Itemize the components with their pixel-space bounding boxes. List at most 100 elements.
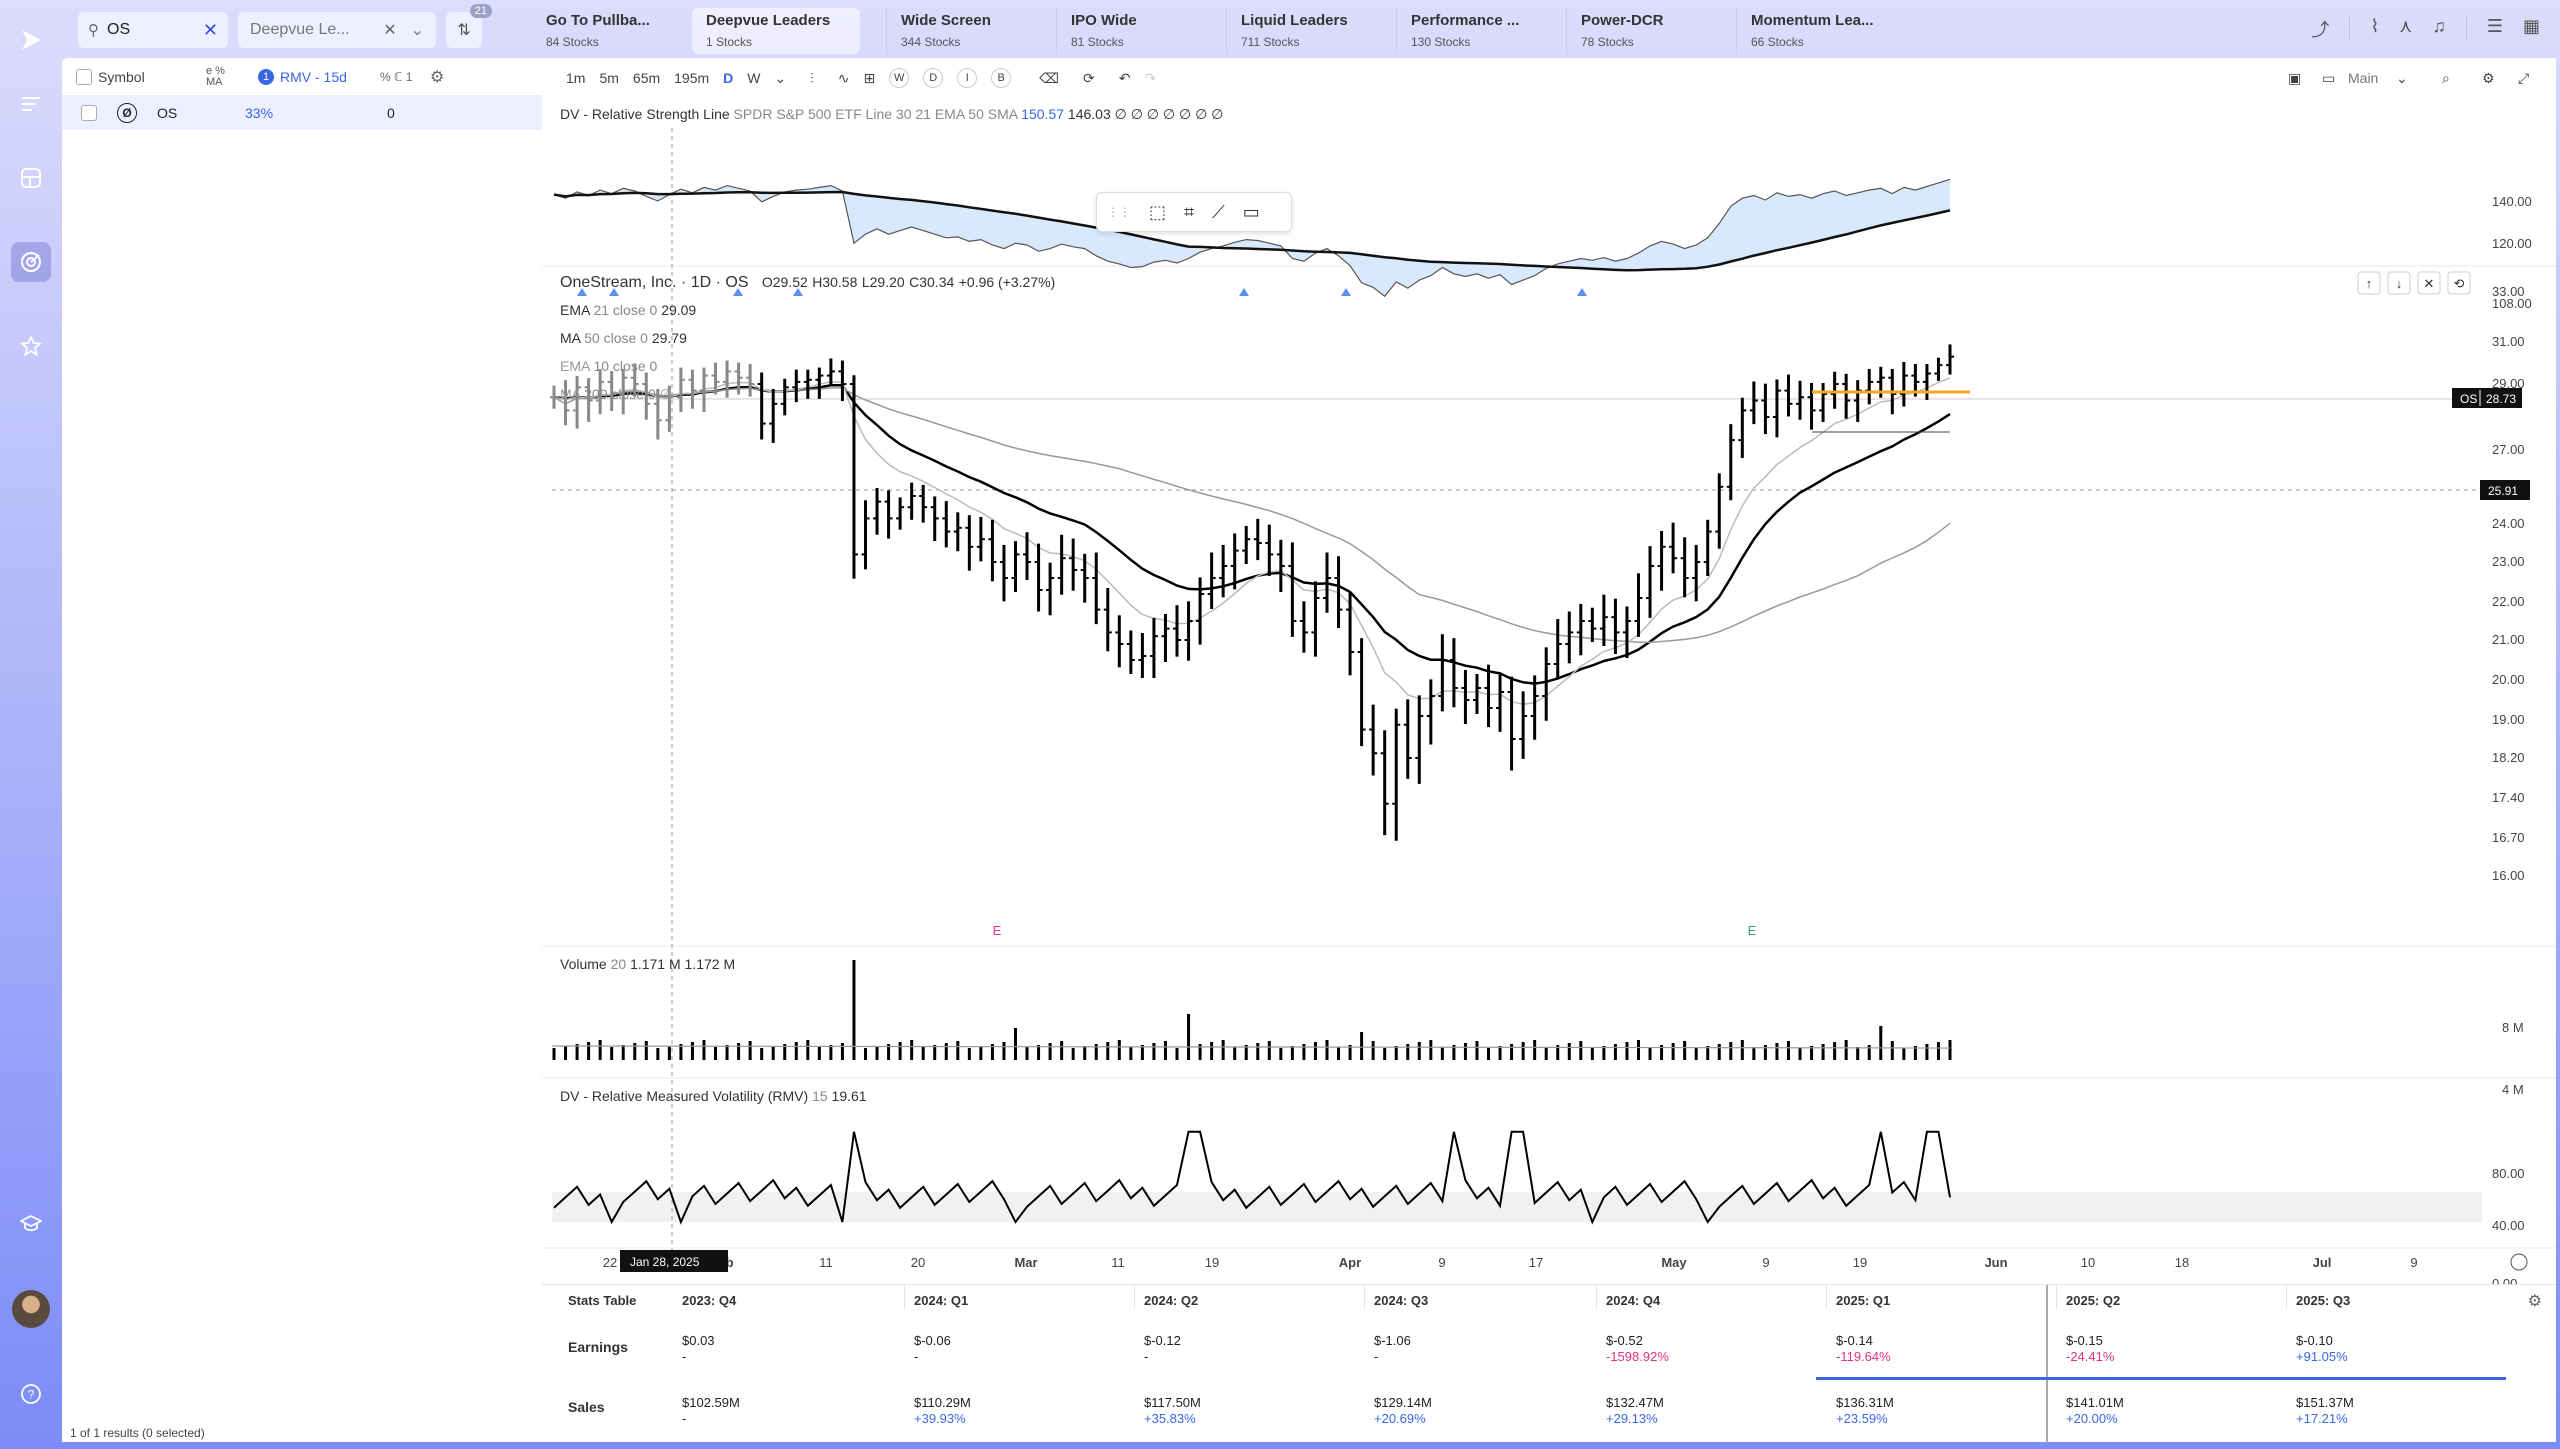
trendline-tool-icon[interactable]: ⟋ (1212, 201, 1225, 222)
comment-tool-icon[interactable]: ▭ (1242, 201, 1260, 222)
layout-name[interactable]: Main (2348, 70, 2379, 86)
rs-value-2: 146.03 (1067, 106, 1111, 122)
ma50-legend[interactable]: MA 50 close 0 29.79 (560, 330, 687, 346)
tf-195m[interactable]: 195m (674, 70, 710, 86)
chart-icon[interactable]: ⌇ (2370, 16, 2380, 36)
col-pct[interactable]: % ℂ 1 (380, 69, 413, 84)
lines-icon[interactable] (11, 84, 51, 124)
layout-icon[interactable]: ▣ (2288, 69, 2302, 86)
undo-icon[interactable]: ↶ (1118, 69, 1131, 86)
col-rmv[interactable]: RMV - 15d (280, 68, 347, 85)
tf-65m[interactable]: 65m (632, 70, 661, 86)
main-legend[interactable]: OneStream, Inc. · 1D · OS O29.52 H30.58 … (560, 274, 1055, 292)
refresh-icon[interactable]: ⟳ (1083, 69, 1095, 86)
watchlist-tab-count: 344 Stocks (901, 35, 961, 49)
filter-button[interactable]: ⇅ 21 (446, 4, 492, 48)
grid-view-icon[interactable]: ▦ (2522, 16, 2540, 36)
star-icon[interactable] (11, 326, 51, 366)
price-bar (1207, 552, 1216, 609)
zoom-icon[interactable]: ⌕ (2442, 69, 2450, 86)
share-icon[interactable]: ⤴ (2311, 20, 2330, 40)
tool-w[interactable]: W (889, 68, 910, 88)
time-axis-label: Jul (2313, 1255, 2332, 1270)
watchlist-tab[interactable]: Go To Pullba... 84 Stocks (532, 8, 700, 54)
sliders-icon: ⇅ (457, 22, 471, 39)
price-bar (1011, 541, 1020, 592)
col-symbol[interactable]: Symbol (98, 68, 145, 85)
quarter-header: 2025: Q2 (2066, 1293, 2121, 1308)
sales-value: $136.31M (1836, 1395, 1894, 1410)
settings-icon[interactable]: ⚙ (2482, 69, 2495, 86)
clear-search-icon[interactable]: ✕ (202, 19, 218, 40)
rectangle-tool-icon[interactable]: ⬚ (1149, 201, 1167, 222)
ema21-legend[interactable]: EMA 21 close 0 29.09 (560, 302, 696, 318)
row-checkbox[interactable] (81, 105, 97, 121)
radar-icon[interactable] (11, 242, 51, 282)
avatar[interactable] (12, 1290, 50, 1328)
symbol-search[interactable]: ⚲ OS ✕ (78, 12, 228, 48)
watchlist-tab[interactable]: Wide Screen 344 Stocks (886, 8, 1054, 54)
volume-legend[interactable]: Volume 20 1.171 M 1.172 M (560, 956, 735, 972)
ema10-legend[interactable]: EMA 10 close 0 (560, 358, 657, 374)
chart-canvas[interactable]: 33.0031.0029.0027.0025.0024.0023.0022.00… (542, 98, 2556, 1284)
split-icon[interactable]: ⋏ (2399, 16, 2413, 36)
graduation-icon[interactable] (11, 1204, 51, 1244)
search-input[interactable]: OS (107, 21, 131, 38)
clear-watchlist-icon[interactable]: ✕ (383, 22, 397, 39)
rs-legend[interactable]: DV - Relative Strength Line SPDR S&P 500… (560, 106, 1223, 123)
rs-new-high-marker (1341, 288, 1351, 296)
watchlist-tab-active[interactable]: Deepvue Leaders 1 Stocks (692, 8, 860, 54)
time-axis-label: 11 (1111, 1255, 1125, 1270)
watchlist-tab[interactable]: Liquid Leaders 711 Stocks (1226, 8, 1394, 54)
ma200-legend[interactable]: MA 200 close 0 ∅ (560, 386, 672, 403)
folder-icon[interactable]: ▭ (2322, 69, 2336, 86)
eraser-icon[interactable]: ⌫ (1039, 69, 1060, 86)
watchlist-tab[interactable]: Momentum Lea... 66 Stocks (1736, 8, 1904, 54)
column-divider (1364, 1285, 1365, 1309)
tf-weekly[interactable]: W (747, 70, 761, 86)
tool-d[interactable]: D (923, 68, 944, 88)
tool-b[interactable]: B (991, 68, 1012, 88)
watchlist-select[interactable]: Deepvue Le... ✕ ⌄ (238, 12, 436, 48)
rmv-legend[interactable]: DV - Relative Measured Volatility (RMV) … (560, 1088, 867, 1104)
price-axis-label: 16.00 (2492, 868, 2525, 883)
tool-i[interactable]: I (957, 68, 978, 88)
maximize-icon (2447, 271, 2471, 295)
price-bar (1657, 530, 1666, 591)
bell-icon[interactable]: ♫ (2432, 16, 2446, 36)
stats-settings-icon[interactable]: ⚙ (2527, 1293, 2542, 1310)
watchlist-tab[interactable]: Power-DCR 78 Stocks (1566, 8, 1734, 54)
chevron-down-icon[interactable]: ⌄ (410, 22, 424, 39)
watchlist-tab[interactable]: IPO Wide 81 Stocks (1056, 8, 1224, 54)
templates-icon[interactable]: ⊞ (863, 69, 876, 86)
select-all-checkbox[interactable] (76, 68, 92, 85)
col-ema[interactable]: e % MA (206, 64, 225, 88)
tf-1m[interactable]: 1m (566, 70, 586, 86)
price-bar (1334, 556, 1343, 628)
tf-daily[interactable]: D (723, 70, 734, 86)
chevron-down-icon[interactable]: ⌄ (774, 69, 787, 86)
list-view-icon[interactable]: ☰ (2486, 16, 2503, 36)
gear-icon[interactable]: ⚙ (430, 68, 445, 86)
help-icon[interactable]: ? (11, 1374, 51, 1414)
current-quarter-divider (2046, 1285, 2048, 1443)
drag-handle-icon[interactable]: ⋮⋮ (1107, 205, 1131, 219)
time-axis-label: Apr (1339, 1255, 1361, 1270)
tf-5m[interactable]: 5m (599, 70, 619, 86)
redo-icon[interactable]: ↷ (1144, 69, 1157, 86)
pane-controls: ↑ ↓ ✕ ⟲ (2357, 271, 2471, 295)
price-bar (1023, 532, 1032, 580)
panels-icon[interactable] (11, 158, 51, 198)
stats-table: Stats Table Earnings Sales 2023: Q4 $0.03… (542, 1284, 2556, 1443)
fullscreen-icon[interactable]: ⤢ (2518, 69, 2530, 86)
price-bar (1703, 519, 1712, 576)
table-row[interactable]: Ø OS 33% 0 (62, 96, 542, 130)
indicators-icon[interactable]: ∿ (837, 69, 850, 86)
price-bar (653, 388, 662, 440)
rs-new-high-marker (793, 288, 803, 296)
bar-style-icon[interactable]: ⫶ (810, 69, 814, 86)
watchlist-tab[interactable]: Performance ... 130 Stocks (1396, 8, 1564, 54)
bars-tool-icon[interactable]: ⌗ (1184, 201, 1195, 222)
play-logo-icon[interactable] (11, 20, 51, 60)
chevron-down-icon[interactable]: ⌄ (2396, 69, 2408, 86)
